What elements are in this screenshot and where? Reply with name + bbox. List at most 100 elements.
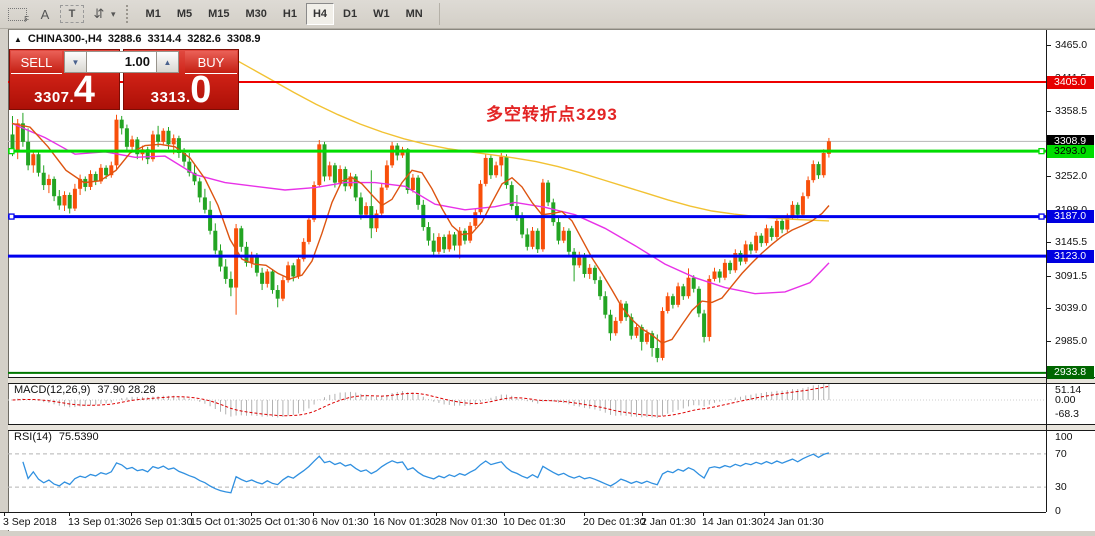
candle-body — [566, 230, 571, 252]
candle-body — [317, 144, 322, 186]
candle-body — [561, 230, 566, 241]
candle-body — [286, 265, 291, 281]
candle-body — [322, 144, 327, 177]
volume-input[interactable]: 1.00 — [87, 51, 156, 73]
toolbar-grip[interactable] — [125, 5, 132, 23]
candle-body — [431, 240, 436, 252]
dropdown-caret-icon[interactable]: ▾ — [111, 8, 116, 19]
candle-body — [530, 230, 535, 247]
sell-price[interactable]: 3307 . 4 — [9, 71, 120, 110]
pane-separator[interactable] — [8, 377, 1095, 384]
time-label: 3 Sep 2018 — [3, 516, 57, 528]
buy-price-dot: . — [186, 89, 191, 106]
candle-body — [707, 278, 712, 337]
time-tick — [4, 513, 5, 516]
buy-button[interactable]: BUY — [185, 51, 237, 74]
timeframe-button-h4[interactable]: H4 — [305, 3, 335, 25]
timeframe-button-w1[interactable]: W1 — [373, 8, 390, 20]
candle-body — [650, 333, 655, 349]
candle-body — [20, 123, 25, 142]
candle-body — [702, 313, 707, 337]
candle-body — [452, 234, 457, 246]
candle-body — [520, 217, 525, 235]
candle-body — [426, 227, 431, 241]
rsi-label: RSI(14) 75.5390 — [14, 431, 99, 443]
timeframe-button-d1[interactable]: D1 — [343, 8, 358, 20]
candle-body — [462, 230, 467, 241]
candle-body — [36, 154, 41, 173]
timeframe-button-m15[interactable]: M15 — [208, 8, 230, 20]
candle-body — [119, 119, 124, 129]
candle-body — [509, 185, 514, 207]
candle-body — [442, 236, 447, 250]
candle-body — [171, 138, 176, 145]
buy-price[interactable]: 3313 . 0 — [123, 71, 239, 110]
text-box-icon[interactable]: T — [60, 5, 84, 23]
main-chart-pane[interactable] — [8, 30, 1046, 377]
candle-body — [280, 280, 285, 299]
sell-button[interactable]: SELL — [11, 51, 62, 74]
candle-body — [234, 228, 239, 288]
line-anchor[interactable] — [8, 147, 15, 155]
candle-body — [655, 348, 660, 358]
candle-body — [150, 134, 155, 160]
line-anchor[interactable] — [8, 213, 15, 220]
time-tick — [374, 513, 375, 516]
candle-body — [348, 176, 353, 187]
candle-body — [213, 230, 218, 251]
text-label-icon[interactable]: A — [40, 6, 50, 22]
timeframe-button-m5[interactable]: M5 — [176, 8, 193, 20]
candle-body — [696, 288, 701, 314]
rsi-name: RSI(14) — [14, 431, 52, 443]
time-tick — [131, 513, 132, 516]
rsi-pane[interactable] — [8, 429, 1046, 512]
candle-body — [182, 152, 187, 162]
pane-separator[interactable] — [8, 424, 1095, 431]
time-axis[interactable]: 3 Sep 2018 13 Sep 01:30 26 Sep 01:30 15 Oct… — [0, 512, 1046, 530]
candle-body — [202, 197, 207, 210]
candle-body — [114, 119, 119, 166]
price-badge-3293.0: 3293.0 — [1047, 144, 1094, 158]
chart-shift-icon[interactable]: F — [4, 3, 30, 25]
timeframe-button-m30[interactable]: M30 — [245, 8, 267, 20]
candle-body — [343, 169, 348, 187]
line-anchor[interactable] — [1038, 213, 1045, 220]
chart-annotation-text[interactable]: 多空转折点3293 — [486, 105, 618, 124]
volume-decrease-button[interactable]: ▼ — [64, 51, 87, 73]
close-value: 3308.9 — [226, 33, 261, 45]
chart-window[interactable] — [8, 29, 1095, 531]
dotted-box — [7, 7, 27, 21]
time-tick — [764, 513, 765, 516]
price-tick-label: 3465.0 — [1055, 38, 1088, 51]
candle-body — [499, 156, 504, 166]
chart-header: ▲ CHINA300-,H4 3288.6 3314.4 3282.6 3308… — [14, 33, 261, 45]
timeframe-button-h1[interactable]: H1 — [282, 8, 297, 20]
candle-body — [686, 277, 691, 297]
macd-name: MACD(12,26,9) — [14, 384, 91, 396]
line-anchor[interactable] — [1038, 147, 1045, 155]
candle-body — [208, 209, 213, 231]
timeframe-button-m1[interactable]: M1 — [145, 8, 161, 20]
candle-body — [223, 266, 228, 279]
price-axis[interactable]: 3465.03411.53358.53305.53252.03198.03145… — [1047, 30, 1095, 517]
candle-body — [364, 206, 369, 215]
candle-body — [228, 278, 233, 288]
candle-body — [478, 183, 483, 213]
rsi-value: 75.5390 — [58, 431, 99, 443]
candle-body — [41, 172, 46, 186]
sell-price-main: 3307 — [34, 89, 70, 106]
macd-scale-label: -68.3 — [1055, 408, 1079, 420]
macd-pane[interactable] — [8, 382, 1046, 424]
collapse-arrow-icon[interactable]: ▲ — [14, 34, 22, 44]
candle-body — [218, 250, 223, 267]
candle-body — [312, 185, 317, 220]
candle-body — [260, 272, 265, 284]
candle-body — [712, 271, 717, 279]
arrange-windows-icon[interactable]: ⇵ — [93, 6, 105, 21]
candle-body — [332, 165, 337, 183]
slow-ma-line — [227, 54, 830, 222]
timeframe-button-mn[interactable]: MN — [405, 8, 423, 20]
candle-body — [514, 206, 519, 218]
volume-increase-button[interactable]: ▲ — [156, 51, 179, 73]
candle-body — [504, 156, 509, 186]
